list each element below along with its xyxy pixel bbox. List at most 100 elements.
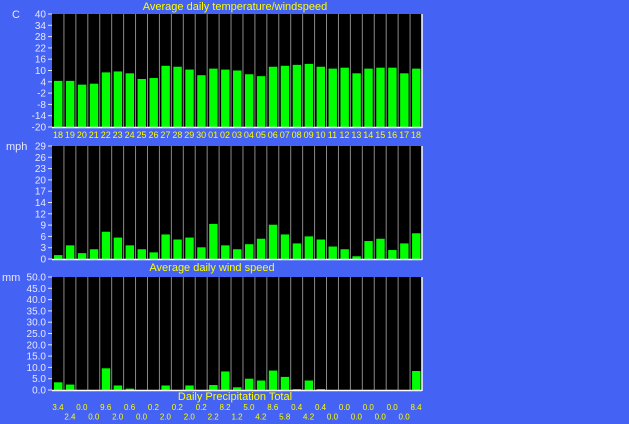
x-tick-label: 25	[137, 130, 147, 140]
x-tick-label: 29	[184, 130, 194, 140]
x-tick-label: 08	[292, 130, 302, 140]
bar	[388, 67, 397, 127]
data-label: 0.0	[327, 413, 339, 422]
x-tick-label: 11	[328, 0, 337, 2]
y-tick-label: -14	[32, 111, 47, 122]
bar	[137, 249, 146, 259]
x-tick-label: 04	[244, 130, 254, 140]
bar	[280, 234, 290, 259]
x-tick-label: 26	[148, 0, 158, 2]
data-label: 0.2	[172, 403, 184, 412]
data-label: 0.0	[88, 413, 100, 422]
bar	[233, 249, 242, 259]
y-tick-label: 17	[35, 187, 47, 198]
bar	[376, 238, 385, 259]
bar	[388, 250, 397, 259]
x-tick-label: 11	[328, 130, 337, 140]
x-tick-label: 19	[65, 130, 75, 140]
bar	[256, 238, 266, 259]
bar	[65, 384, 75, 390]
bar	[328, 68, 337, 127]
bar	[221, 69, 230, 127]
data-label: 0.4	[315, 403, 327, 412]
x-tick-label: 24	[125, 130, 135, 140]
bar	[101, 72, 111, 127]
bar	[244, 378, 254, 390]
bar	[89, 83, 99, 127]
x-tick-label: 17	[399, 130, 409, 140]
data-label: 5.0	[243, 403, 255, 412]
y-axis-unit: mph	[6, 141, 27, 153]
x-tick-label: 21	[89, 130, 99, 140]
bar	[292, 243, 302, 259]
x-tick-label: 19	[65, 0, 75, 2]
y-axis-unit: C	[12, 9, 20, 21]
bar	[364, 68, 373, 127]
x-tick-label: 07	[280, 130, 290, 140]
x-tick-label: 24	[125, 0, 135, 2]
y-tick-label: 34	[35, 21, 47, 32]
bar	[364, 241, 373, 259]
y-tick-label: 6	[40, 232, 46, 243]
bar	[113, 385, 123, 390]
y-tick-label: 26	[35, 153, 47, 164]
y-tick-label: -8	[37, 100, 46, 111]
x-tick-label: 10	[316, 130, 326, 140]
chart-title: Average daily wind speed	[149, 262, 274, 274]
x-tick-label: 02	[220, 130, 230, 140]
y-tick-label: 10.0	[27, 363, 47, 374]
x-tick-label: 10	[316, 0, 326, 2]
bar	[412, 68, 421, 127]
bar	[65, 245, 75, 259]
bar	[316, 239, 326, 259]
bar	[125, 73, 135, 127]
bar	[233, 387, 242, 390]
bar	[77, 84, 87, 127]
x-tick-label: 18	[411, 0, 421, 2]
chart-title: Average daily temperature/windspeed	[143, 1, 327, 13]
bar	[161, 385, 170, 390]
bar	[161, 65, 170, 127]
plot-area	[52, 146, 422, 259]
y-tick-label: 12	[35, 209, 47, 220]
data-label: 0.0	[387, 403, 399, 412]
x-tick-label: 09	[304, 130, 314, 140]
y-tick-label: 5.0	[32, 374, 46, 385]
bar	[400, 73, 409, 127]
data-label: 4.2	[303, 413, 315, 422]
x-tick-label: 12	[339, 130, 349, 140]
x-tick-label: 13	[351, 0, 361, 2]
x-tick-label: 15	[375, 130, 385, 140]
bar	[197, 247, 206, 259]
bar	[292, 389, 302, 390]
bar	[221, 245, 230, 259]
x-tick-label: 05	[256, 130, 266, 140]
x-tick-label: 28	[172, 0, 182, 2]
x-tick-label: 18	[53, 0, 63, 2]
data-label: 0.0	[363, 403, 375, 412]
bar	[125, 245, 135, 259]
x-tick-label: 13	[351, 130, 361, 140]
x-tick-label: 06	[268, 0, 278, 2]
bar	[137, 78, 146, 127]
bar	[101, 231, 111, 259]
bar	[244, 244, 254, 259]
x-tick-label: 18	[53, 130, 63, 140]
data-label: 0.6	[124, 403, 136, 412]
x-tick-label: 05	[256, 0, 266, 2]
x-tick-label: 30	[196, 0, 206, 2]
bar	[185, 69, 194, 127]
bar	[173, 66, 182, 127]
y-axis-unit: mm	[2, 272, 20, 284]
bar	[280, 65, 290, 127]
bar	[77, 253, 87, 259]
bar	[268, 224, 278, 259]
bar	[89, 249, 99, 259]
y-tick-label: 50.0	[27, 273, 47, 284]
y-tick-label: 10	[35, 66, 47, 77]
y-tick-label: 23	[35, 164, 47, 175]
bar	[233, 70, 242, 127]
y-tick-label: 16	[35, 55, 47, 66]
x-tick-label: 22	[101, 130, 111, 140]
